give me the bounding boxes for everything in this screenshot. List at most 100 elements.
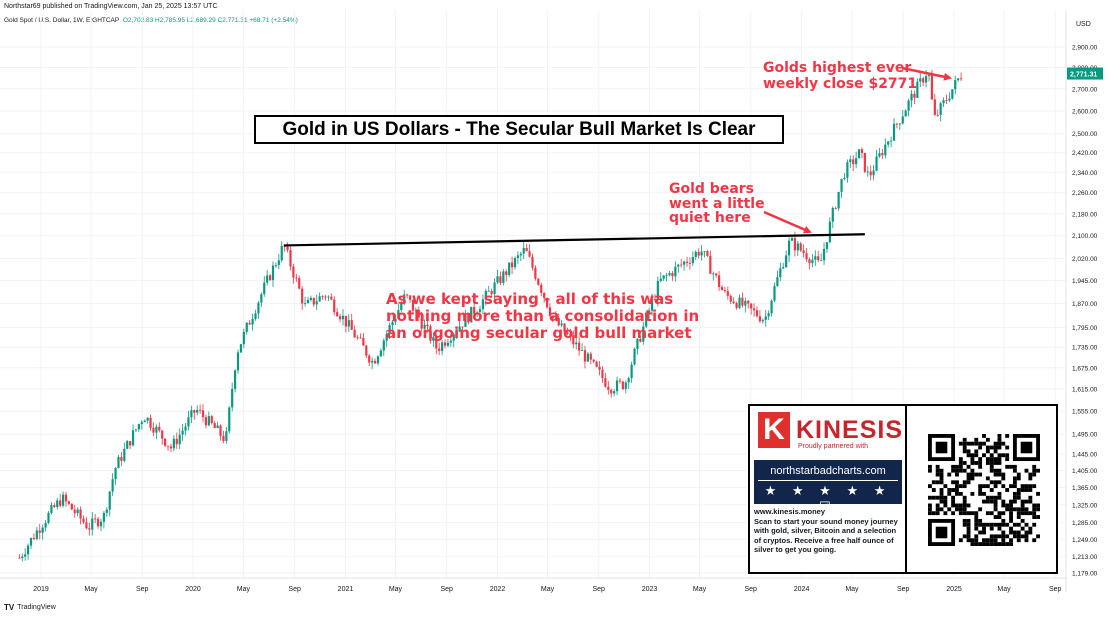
candle-body-126 <box>385 333 388 341</box>
candle-12 <box>53 502 56 509</box>
annotation-arrows <box>763 66 952 234</box>
candle-body-162 <box>490 290 493 295</box>
candle-body-123 <box>376 356 380 364</box>
candle-275 <box>820 253 823 262</box>
candle-body-310 <box>922 78 925 83</box>
candle-body-41 <box>137 424 140 430</box>
candle-297 <box>884 138 887 159</box>
candle-208 <box>624 380 627 394</box>
candle-248 <box>741 292 744 308</box>
candle-148 <box>449 333 452 348</box>
candle-191 <box>575 336 578 350</box>
candle-body-114 <box>350 320 353 330</box>
candle-39 <box>131 424 135 447</box>
candle-body-282 <box>840 178 843 192</box>
last-price-box <box>1067 67 1103 80</box>
candle-body-292 <box>869 171 872 176</box>
candle-body-131 <box>400 303 403 311</box>
candle-body-204 <box>613 391 616 394</box>
candle-238 <box>712 271 715 281</box>
candle-194 <box>583 345 587 369</box>
candle-body-312 <box>927 74 931 77</box>
candle-108 <box>333 296 336 316</box>
candle-body-113 <box>347 320 350 327</box>
candle-body-132 <box>403 294 406 304</box>
candle-body-281 <box>837 191 840 209</box>
candle-203 <box>610 388 613 398</box>
candle-body-294 <box>875 156 878 171</box>
candle-4 <box>29 537 33 550</box>
candle-body-146 <box>443 342 447 346</box>
candle-321 <box>954 75 957 95</box>
candle-body-211 <box>633 348 636 365</box>
y-tick-label-17: 1,555.00 <box>1072 409 1098 416</box>
candle-body-80 <box>251 318 254 325</box>
candle-281 <box>837 191 840 211</box>
y-tick-label-16: 1,615.00 <box>1072 387 1098 394</box>
candle-body-122 <box>373 360 377 364</box>
candle-body-139 <box>423 324 426 329</box>
candle-body-45 <box>149 417 152 428</box>
candle-body-167 <box>505 271 508 275</box>
candle-body-263 <box>785 255 788 268</box>
candle-296 <box>881 149 884 160</box>
candle-179 <box>540 282 543 297</box>
candle-90 <box>280 241 283 263</box>
candle-64 <box>204 414 208 429</box>
candle-body-317 <box>942 100 945 104</box>
kinesis-ad[interactable]: K KINESIS Proudly partnered with northst… <box>748 404 1058 574</box>
x-tick-label-4: May <box>237 586 251 593</box>
footer: TV TradingView <box>4 603 56 612</box>
candle-200 <box>601 366 604 383</box>
candle-167 <box>505 269 508 282</box>
candle-body-34 <box>117 456 120 469</box>
footer-brand: TradingView <box>17 604 56 611</box>
candle-body-288 <box>857 149 861 159</box>
candle-body-269 <box>802 250 805 254</box>
candle-291 <box>866 166 869 177</box>
candle-136 <box>414 307 417 311</box>
candle-body-286 <box>852 159 855 165</box>
candle-3 <box>26 543 30 560</box>
candle-body-52 <box>169 446 173 449</box>
candle-47 <box>155 424 158 440</box>
candle-body-108 <box>333 299 336 313</box>
candle-298 <box>887 140 890 148</box>
candle-body-33 <box>114 468 117 480</box>
candle-body-53 <box>172 438 175 449</box>
candle-69 <box>219 424 222 441</box>
candle-36 <box>123 442 126 463</box>
candle-287 <box>855 151 858 169</box>
candle-body-89 <box>277 260 280 265</box>
candle-244 <box>729 294 732 305</box>
candle-body-210 <box>630 364 633 379</box>
candle-body-140 <box>426 324 429 327</box>
candle-1 <box>21 553 24 562</box>
candle-117 <box>359 333 362 339</box>
candle-285 <box>849 155 852 169</box>
candle-body-284 <box>846 162 849 178</box>
candle-187 <box>563 323 566 334</box>
ad-site[interactable]: www.kinesis.money <box>754 507 825 516</box>
candle-137 <box>417 306 420 322</box>
candle-body-92 <box>286 246 289 251</box>
candle-body-93 <box>289 250 292 267</box>
candle-259 <box>773 282 776 302</box>
candle-body-215 <box>645 313 648 327</box>
candle-233 <box>697 248 700 259</box>
candle-body-129 <box>394 318 397 322</box>
candle-body-105 <box>324 296 327 298</box>
qr-code-icon[interactable] <box>928 434 1040 546</box>
candle-body-166 <box>502 271 505 283</box>
candle-227 <box>680 259 683 268</box>
symbol-name[interactable]: Gold Spot / U.S. Dollar, 1W, EIGHTCAP <box>4 17 120 24</box>
candle-body-181 <box>545 297 549 308</box>
candle-85 <box>266 269 269 286</box>
candle-body-13 <box>56 500 59 508</box>
y-tick-label-22: 1,325.00 <box>1072 502 1098 509</box>
candle-43 <box>143 419 146 423</box>
candle-body-99 <box>306 299 310 304</box>
candle-234 <box>700 245 703 261</box>
candle-body-303 <box>901 116 904 124</box>
